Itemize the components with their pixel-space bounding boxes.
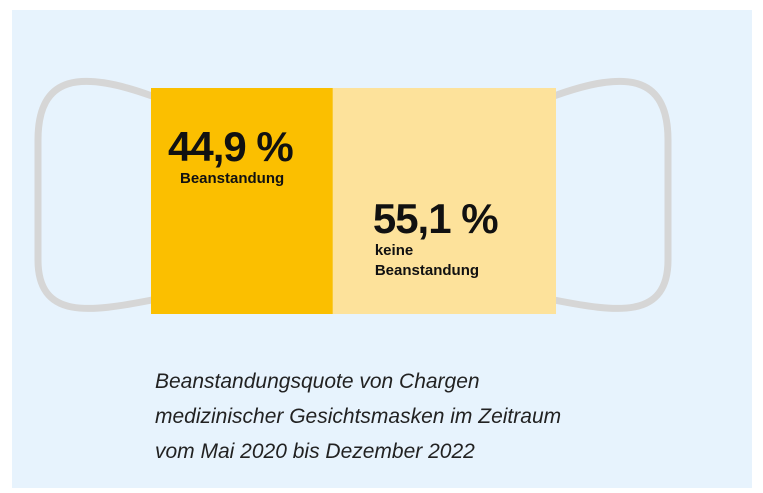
value-label: 55,1 % [372, 195, 499, 242]
value-label: 44,9 % [168, 123, 294, 170]
caption-line: vom Mai 2020 bis Dezember 2022 [155, 440, 475, 463]
bar-segment [332, 88, 556, 314]
category-label: Beanstandung [180, 170, 285, 187]
caption-line: medizinischer Gesichtsmasken im Zeitraum [155, 405, 562, 428]
caption-line: Beanstandungsquote von Chargen [155, 370, 480, 393]
bar-segment [151, 88, 333, 314]
ear-loop-right [552, 77, 672, 312]
ear-loop-left [34, 77, 154, 312]
category-label: keine Beanstandung [374, 242, 480, 279]
